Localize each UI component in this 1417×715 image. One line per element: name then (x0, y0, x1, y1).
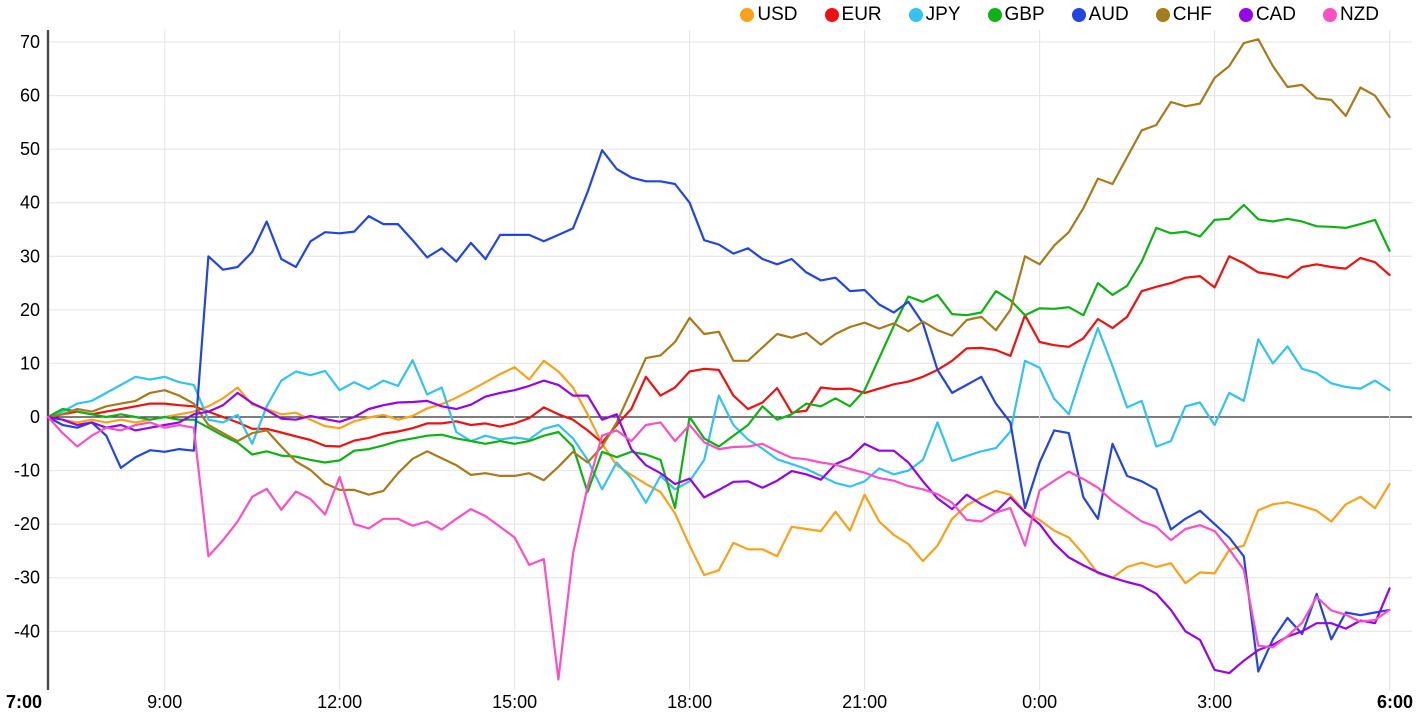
x-axis-label: 9:00 (147, 692, 182, 712)
y-axis-label: -20 (14, 514, 40, 534)
legend-color-dot-icon (987, 8, 1002, 22)
y-axis-label: 30 (20, 246, 40, 266)
x-axis-label: 15:00 (492, 692, 537, 712)
legend-color-dot-icon (824, 8, 839, 22)
series-line-jpy (46, 327, 1391, 504)
x-axis-label: 12:00 (317, 692, 362, 712)
legend-label: JPY (925, 4, 961, 25)
y-axis-label: 40 (20, 193, 40, 213)
legend-item-jpy[interactable]: JPY (908, 4, 961, 26)
legend-item-usd[interactable]: USD (740, 4, 798, 26)
legend-item-cad[interactable]: CAD (1238, 4, 1296, 26)
y-axis-label: 10 (20, 353, 40, 373)
y-axis-label: 20 (20, 300, 40, 320)
legend-color-dot-icon (908, 8, 923, 22)
legend-item-nzd[interactable]: NZD (1322, 4, 1379, 26)
y-axis-label: 50 (20, 139, 40, 159)
chart-legend: USD EUR JPY GBP AUD CHF CAD NZD (740, 4, 1379, 26)
series-line-usd (46, 359, 1391, 585)
series-line-chf (46, 38, 1391, 496)
y-axis-label: 70 (20, 32, 40, 52)
series-line-eur (46, 255, 1391, 448)
series-line-aud (46, 149, 1391, 673)
legend-label: CAD (1255, 4, 1296, 25)
y-axis-label: 0 (30, 407, 40, 427)
x-axis-label: 6:00 (1377, 692, 1413, 712)
legend-color-dot-icon (740, 8, 755, 22)
x-axis-label: 0:00 (1022, 692, 1057, 712)
x-axis-label: 7:00 (6, 692, 42, 712)
series-line-nzd (46, 415, 1391, 681)
legend-color-dot-icon (1155, 8, 1170, 22)
y-axis-label: -30 (14, 568, 40, 588)
legend-item-aud[interactable]: AUD (1071, 4, 1129, 26)
series-line-gbp (46, 203, 1391, 510)
y-axis-label: -10 (14, 461, 40, 481)
legend-label: USD (757, 4, 798, 25)
x-axis-label: 21:00 (842, 692, 887, 712)
y-axis-label: 60 (20, 86, 40, 106)
legend-label: EUR (841, 4, 882, 25)
x-axis-label: 18:00 (667, 692, 712, 712)
legend-label: AUD (1088, 4, 1129, 25)
legend-color-dot-icon (1238, 8, 1253, 22)
series-line-cad (46, 379, 1391, 675)
legend-label: NZD (1339, 4, 1379, 25)
x-axis-label: 3:00 (1197, 692, 1232, 712)
legend-label: GBP (1004, 4, 1045, 25)
y-axis-label: -40 (14, 621, 40, 641)
legend-item-gbp[interactable]: GBP (987, 4, 1045, 26)
legend-item-chf[interactable]: CHF (1155, 4, 1212, 26)
legend-item-eur[interactable]: EUR (824, 4, 882, 26)
legend-label: CHF (1172, 4, 1212, 25)
legend-color-dot-icon (1322, 8, 1337, 22)
legend-color-dot-icon (1071, 8, 1086, 22)
